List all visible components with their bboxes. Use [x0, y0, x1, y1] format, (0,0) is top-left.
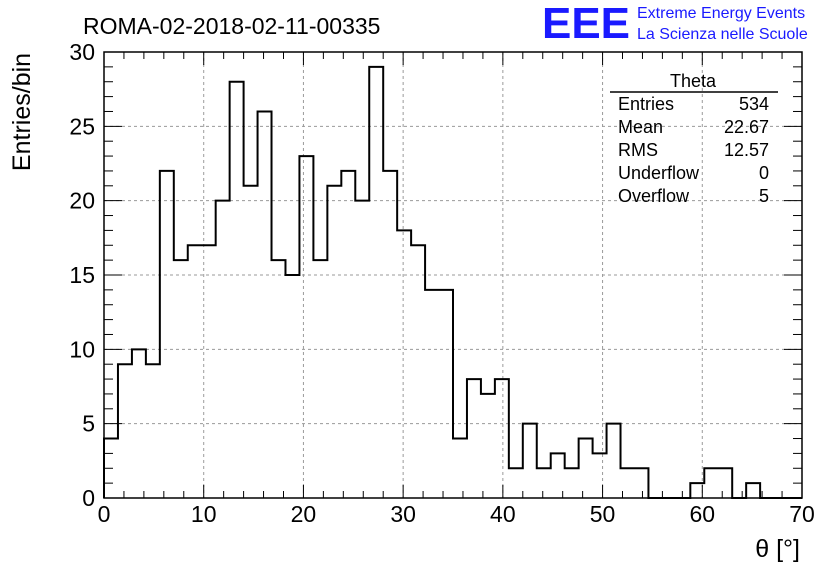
- histogram-bin: [174, 260, 188, 498]
- eee-logo-text: EEE: [542, 0, 630, 48]
- eee-logo: EEE Extreme Energy Events La Scienza nel…: [542, 0, 808, 48]
- stats-row-label: RMS: [618, 140, 658, 160]
- histogram-bin: [118, 364, 132, 498]
- stats-rows: Entries 534 Mean 22.67 RMS 12.57 Underflow 0 Ove…: [618, 94, 769, 206]
- histogram-bin: [634, 468, 648, 498]
- histogram-bin: [244, 186, 258, 498]
- histogram-bin: [258, 111, 272, 498]
- histogram-bin: [425, 290, 439, 498]
- histogram-bin: [146, 364, 160, 498]
- x-tick-label: 50: [590, 501, 616, 527]
- stats-row-value: 22.67: [724, 117, 769, 137]
- x-tick-label: 30: [390, 501, 416, 527]
- stats-row-label: Mean: [618, 117, 663, 137]
- histogram-bin: [509, 468, 523, 498]
- axis-ticks: [103, 51, 803, 499]
- x-tick-label: 10: [191, 501, 217, 527]
- y-tick-label: 15: [69, 262, 95, 288]
- stats-row-value: 0: [759, 163, 769, 183]
- chart-title: ROMA-02-2018-02-11-00335: [83, 13, 380, 39]
- histogram-bin: [285, 275, 299, 498]
- histogram-bin: [495, 379, 509, 498]
- stats-row-label: Entries: [618, 94, 674, 114]
- histogram-bin: [593, 453, 607, 498]
- y-tick-label: 20: [69, 188, 95, 214]
- histogram-bin: [746, 483, 760, 498]
- stats-row-value: 5: [759, 186, 769, 206]
- histogram-bin: [272, 260, 286, 498]
- histogram-bin: [202, 245, 216, 498]
- x-tick-label: 40: [490, 501, 516, 527]
- histogram-bin: [230, 82, 244, 498]
- stats-row-label: Underflow: [618, 163, 700, 183]
- y-axis-label: Entries/bin: [8, 53, 36, 171]
- histogram-bin: [467, 379, 481, 498]
- stats-box: Theta Entries 534 Mean 22.67 RMS 12.57 Underfl…: [610, 71, 778, 206]
- histogram-series: [103, 65, 802, 499]
- histogram-bin: [718, 468, 732, 498]
- histogram-bin: [704, 468, 718, 498]
- histogram-bin: [341, 171, 355, 498]
- histogram-bin: [383, 171, 397, 498]
- histogram-bin: [453, 439, 467, 498]
- y-tick-label: 5: [82, 411, 95, 437]
- stats-row-value: 12.57: [724, 140, 769, 160]
- histogram-bin: [579, 439, 593, 498]
- eee-logo-line2: La Scienza nelle Scuole: [637, 26, 808, 43]
- y-tick-label: 30: [69, 39, 95, 65]
- y-tick-label: 10: [69, 336, 95, 362]
- histogram-bin: [160, 171, 174, 498]
- histogram-bin: [327, 186, 341, 498]
- eee-logo-line1: Extreme Energy Events: [637, 5, 805, 22]
- histogram-bin: [132, 349, 146, 498]
- histogram-bin: [439, 290, 453, 498]
- y-tick-label: 25: [69, 113, 95, 139]
- histogram-bin: [607, 424, 621, 498]
- x-tick-label: 20: [291, 501, 317, 527]
- histogram-bin: [397, 230, 411, 498]
- x-tick-label: 60: [689, 501, 715, 527]
- histogram-bin: [216, 201, 230, 498]
- stats-row-value: 534: [739, 94, 769, 114]
- histogram-bin: [355, 201, 369, 498]
- histogram-bin: [411, 245, 425, 498]
- histogram-bin: [369, 67, 383, 498]
- histogram-bin: [299, 156, 313, 498]
- histogram-bin: [523, 424, 537, 498]
- y-tick-label: 0: [82, 485, 95, 511]
- stats-title: Theta: [670, 71, 717, 91]
- histogram-bin: [313, 260, 327, 498]
- stats-row-label: Overflow: [618, 186, 690, 206]
- x-tick-label: 70: [789, 501, 815, 527]
- histogram-bin: [537, 468, 551, 498]
- histogram-bin: [188, 245, 202, 498]
- x-axis-label: θ [°]: [755, 535, 800, 563]
- histogram-bin: [565, 468, 579, 498]
- histogram-bin: [481, 394, 495, 498]
- x-tick-label: 0: [98, 501, 111, 527]
